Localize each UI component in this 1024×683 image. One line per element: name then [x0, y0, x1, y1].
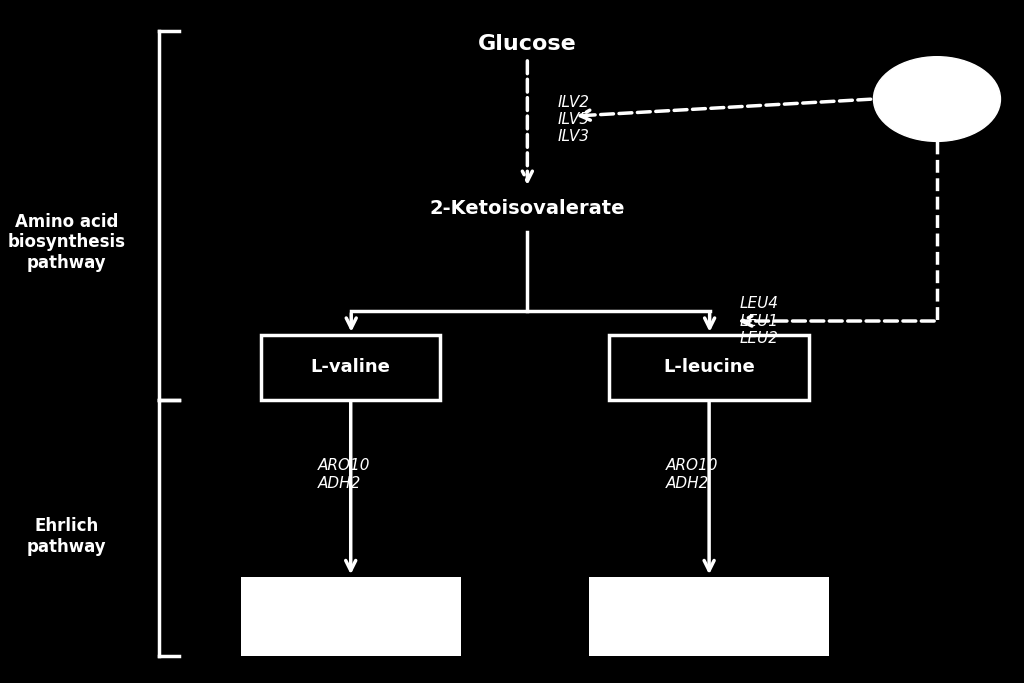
Text: L-leucine: L-leucine	[664, 358, 755, 376]
Text: ARO10
ADH2: ARO10 ADH2	[317, 458, 370, 491]
Text: ILV2
ILV5
ILV3: ILV2 ILV5 ILV3	[558, 95, 590, 144]
Text: Amino acid
biosynthesis
pathway: Amino acid biosynthesis pathway	[7, 212, 126, 273]
Text: LEU4
LEU1
LEU2: LEU4 LEU1 LEU2	[739, 296, 778, 346]
Bar	[261, 335, 440, 400]
Bar	[241, 577, 461, 656]
Text: L-valine: L-valine	[310, 358, 391, 376]
Ellipse shape	[873, 57, 1000, 141]
Bar	[609, 335, 809, 400]
Text: ARO10
ADH2: ARO10 ADH2	[666, 458, 718, 491]
Text: 2-Ketoisovalerate: 2-Ketoisovalerate	[430, 199, 625, 218]
Text: Glucose: Glucose	[478, 34, 577, 55]
Bar	[589, 577, 829, 656]
Text: Ehrlich
pathway: Ehrlich pathway	[27, 517, 106, 555]
